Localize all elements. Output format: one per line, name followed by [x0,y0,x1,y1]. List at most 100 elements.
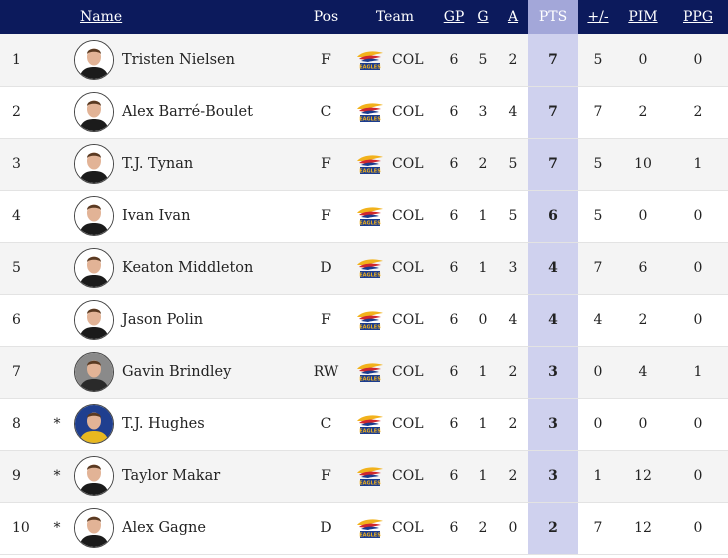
player-headshot-icon [75,353,113,391]
gp-cell: 6 [440,138,468,191]
col-header-a[interactable]: A [507,9,519,25]
rank-cell: 10 [0,502,40,555]
player-link[interactable]: Gavin Brindley [74,352,302,392]
svg-text:EAGLES: EAGLES [359,377,381,383]
ppg-cell: 0 [668,450,728,503]
pim-cell: 0 [618,398,668,451]
rookie-star: * [40,398,74,451]
col-header-pim[interactable]: PIM [628,9,658,25]
player-avatar [74,352,114,392]
team-cell: EAGLES COL [350,346,440,399]
player-link[interactable]: Keaton Middleton [74,248,302,288]
svg-text:EAGLES: EAGLES [359,481,381,487]
player-name: Alex Barré-Boulet [122,104,253,120]
team-abbrev: COL [392,156,424,172]
table-row: 3 T.J. Tynan F [0,138,728,191]
player-link[interactable]: Alex Barré-Boulet [74,92,302,132]
gp-cell: 6 [440,346,468,399]
position-cell: C [302,86,350,139]
player-headshot-icon [75,40,113,79]
table-row: 4 Ivan Ivan F [0,190,728,243]
player-link[interactable]: Alex Gagne [74,508,302,548]
position-cell: D [302,242,350,295]
plus-minus-cell: 0 [578,398,618,451]
player-link[interactable]: T.J. Tynan [74,144,302,184]
pim-cell: 2 [618,86,668,139]
team-abbrev: COL [392,312,424,328]
rank-cell: 4 [0,190,40,243]
player-headshot-icon [75,197,113,235]
team-cell: EAGLES COL [350,138,440,191]
svg-text:EAGLES: EAGLES [359,64,381,70]
col-header-plus-minus[interactable]: +/- [587,9,609,25]
player-link[interactable]: Tristen Nielsen [74,39,302,80]
colorado-eagles-logo-icon: EAGLES [357,519,383,539]
table-row: 1 Tristen Nielsen F [0,34,728,87]
rookie-star: * [40,502,74,555]
player-name: Tristen Nielsen [122,51,235,68]
pim-cell: 4 [618,346,668,399]
gp-cell: 6 [440,502,468,555]
ppg-cell: 0 [668,398,728,451]
rookie-star [40,138,74,191]
plus-minus-cell: 4 [578,294,618,347]
player-link[interactable]: Jason Polin [74,300,302,340]
table-row: 6 Jason Polin F [0,294,728,347]
table-row: 9 * Taylor Makar F [0,450,728,503]
ppg-cell: 2 [668,86,728,139]
pim-cell: 12 [618,502,668,555]
plus-minus-cell: 0 [578,346,618,399]
player-link[interactable]: T.J. Hughes [74,404,302,444]
player-link[interactable]: Ivan Ivan [74,196,302,236]
ppg-cell: 0 [668,190,728,243]
col-header-g[interactable]: G [477,9,489,25]
goals-cell: 3 [468,86,498,139]
colorado-eagles-logo-icon: EAGLES [357,311,383,331]
plus-minus-cell: 7 [578,502,618,555]
player-name: T.J. Hughes [122,416,205,432]
rank-cell: 3 [0,138,40,191]
col-header-name[interactable]: Name [80,9,123,25]
plus-minus-cell: 7 [578,242,618,295]
col-header-gp[interactable]: GP [443,9,465,25]
table-row: 5 Keaton Middleton D [0,242,728,295]
rookie-star: * [40,450,74,503]
pim-cell: 6 [618,242,668,295]
svg-text:EAGLES: EAGLES [359,221,381,227]
player-headshot-icon [75,301,113,339]
player-link[interactable]: Taylor Makar [74,456,302,496]
col-header-team: Team [375,9,415,25]
player-avatar [74,144,114,184]
player-cell: Alex Barré-Boulet [74,86,302,139]
gp-cell: 6 [440,398,468,451]
ppg-cell: 1 [668,138,728,191]
goals-cell: 2 [468,138,498,191]
plus-minus-cell: 5 [578,34,618,87]
player-avatar [74,39,114,80]
svg-text:EAGLES: EAGLES [359,273,381,279]
col-header-ppg[interactable]: PPG [682,9,714,25]
player-avatar [74,300,114,340]
player-name: Keaton Middleton [122,260,254,276]
svg-text:EAGLES: EAGLES [359,169,381,175]
goals-cell: 5 [468,34,498,87]
plus-minus-cell: 5 [578,190,618,243]
col-header-pts[interactable]: PTS [528,0,578,34]
gp-cell: 6 [440,294,468,347]
goals-cell: 1 [468,398,498,451]
col-header-pos: Pos [313,9,339,25]
team-cell: EAGLES COL [350,294,440,347]
player-name: T.J. Tynan [122,156,194,172]
assists-cell: 2 [498,34,528,87]
player-name: Taylor Makar [122,468,221,484]
colorado-eagles-logo-icon: EAGLES [357,363,383,383]
star-header [40,0,74,34]
team-abbrev: COL [392,104,424,120]
player-cell: Jason Polin [74,294,302,347]
assists-cell: 2 [498,398,528,451]
rookie-star [40,242,74,295]
player-cell: Taylor Makar [74,450,302,503]
points-cell: 3 [528,450,578,503]
player-cell: T.J. Tynan [74,138,302,191]
